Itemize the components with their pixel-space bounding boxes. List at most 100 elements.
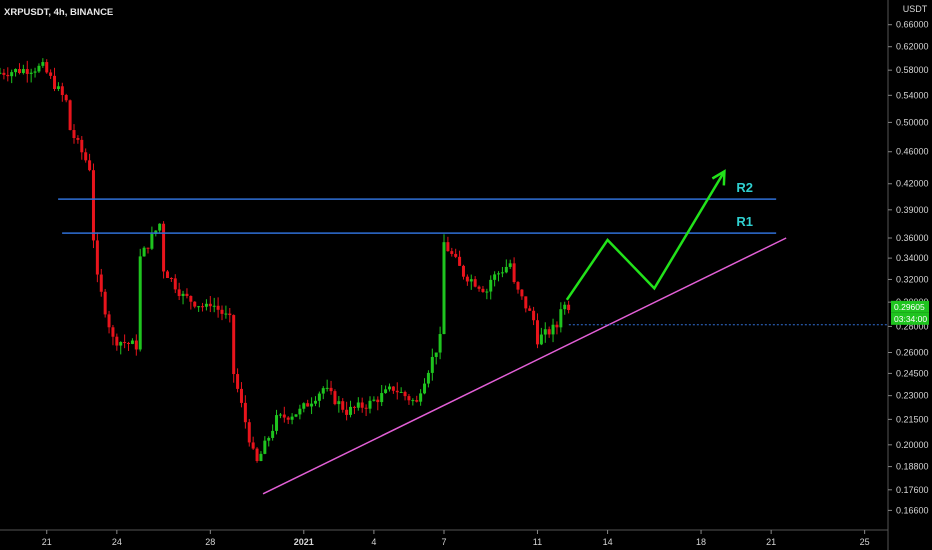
candle-body	[25, 69, 29, 74]
y-tick-label: 0.28000	[896, 321, 929, 331]
candle-body	[84, 152, 88, 161]
candle-body	[403, 391, 407, 397]
y-tick-label: 0.34000	[896, 253, 929, 263]
candle-body	[10, 72, 14, 77]
candle-body	[551, 324, 555, 335]
y-tick-label: 0.20000	[896, 440, 929, 450]
candle-body	[539, 334, 543, 345]
y-tick-label: 0.58000	[896, 65, 929, 75]
candle-body	[508, 263, 512, 267]
candle-body	[395, 390, 399, 393]
candle-body	[528, 308, 532, 311]
candle-body	[53, 75, 57, 89]
candle-body	[37, 65, 41, 72]
candle-body	[259, 453, 263, 462]
candle-body	[294, 414, 298, 417]
candle-body	[177, 289, 181, 297]
candle-body	[0, 72, 2, 74]
candle-body	[286, 417, 290, 420]
y-tick-label: 0.21500	[896, 414, 929, 424]
candle-body	[555, 324, 559, 328]
candle-body	[72, 130, 76, 139]
candle-body	[426, 372, 430, 384]
time-axis[interactable]: 21 24 28 2021 4 7 11 14 18 21 25	[0, 529, 888, 547]
candle-body	[341, 401, 345, 410]
candle-body	[489, 279, 493, 292]
candle-body	[298, 408, 302, 415]
candle-body	[263, 440, 267, 454]
candle-body	[535, 320, 539, 345]
candle-body	[329, 387, 333, 392]
candle-body	[142, 247, 146, 257]
candle-body	[387, 386, 391, 390]
candle-body	[169, 278, 173, 280]
candle-body	[138, 256, 142, 350]
countdown-label: 03:34:00	[894, 314, 927, 324]
y-tick-label: 0.18800	[896, 462, 929, 472]
level-label-r1: R1	[736, 214, 753, 229]
candle-body	[201, 306, 205, 308]
projection-path	[565, 170, 726, 301]
y-tick-label: 0.42000	[896, 179, 929, 189]
candle-body	[563, 304, 567, 310]
candle-body	[419, 393, 423, 402]
projection-arrow	[565, 169, 726, 301]
candle-body	[282, 414, 286, 418]
candle-body	[337, 401, 341, 405]
candle-body	[407, 396, 411, 401]
y-tick-label: 0.23000	[896, 391, 929, 401]
candle-body	[485, 291, 489, 293]
candle-body	[520, 289, 524, 297]
candle-body	[493, 274, 497, 280]
candle-body	[310, 403, 314, 407]
candle-body	[165, 271, 169, 279]
candle-body	[162, 223, 166, 272]
y-tick-label: 0.17600	[896, 485, 929, 495]
y-tick-label: 0.66000	[896, 20, 929, 30]
candle-body	[469, 279, 473, 282]
candle-body	[33, 71, 37, 73]
candle-body	[442, 242, 446, 335]
candle-body	[255, 448, 259, 462]
candle-body	[236, 374, 240, 389]
candle-body	[6, 74, 10, 77]
x-tick-label: 7	[441, 537, 446, 547]
candle-body	[532, 310, 536, 321]
candle-body	[17, 69, 21, 73]
x-tick-label: 21	[766, 537, 776, 547]
x-tick-label: 28	[205, 537, 215, 547]
candle-body	[446, 242, 450, 252]
candle-body	[220, 309, 224, 314]
candle-body	[454, 253, 458, 257]
candle-body	[333, 391, 337, 405]
x-tick-label: 24	[112, 537, 122, 547]
candle-body	[360, 402, 364, 408]
candle-body	[477, 286, 481, 289]
candle-body	[391, 386, 395, 391]
candle-body	[302, 403, 306, 409]
x-tick-label: 25	[860, 537, 870, 547]
candle-body	[115, 336, 119, 346]
candle-body	[313, 400, 317, 404]
candle-body	[146, 247, 150, 249]
candle-body	[41, 62, 45, 66]
candle-body	[197, 306, 201, 308]
candle-body	[173, 278, 177, 290]
candle-body	[111, 327, 115, 337]
candle-body	[450, 251, 454, 254]
y-tick-label: 0.39000	[896, 205, 929, 215]
candle-body	[193, 301, 197, 307]
candle-body	[158, 223, 162, 231]
x-tick-label: 11	[533, 537, 542, 547]
candle-body	[247, 422, 251, 443]
candle-body	[512, 263, 516, 283]
projection-arrowhead	[711, 169, 726, 186]
price-unit-label: USDT	[903, 4, 928, 14]
candle-body	[434, 352, 438, 357]
symbol-title: XRPUSDT, 4h, BINANCE	[4, 7, 113, 18]
candle-body	[356, 402, 360, 408]
candle-body	[29, 72, 33, 74]
candle-body	[317, 393, 321, 401]
price-axis[interactable]: 0.66000 0.62000 0.58000 0.54000 0.50000 0.460…	[568, 0, 929, 550]
